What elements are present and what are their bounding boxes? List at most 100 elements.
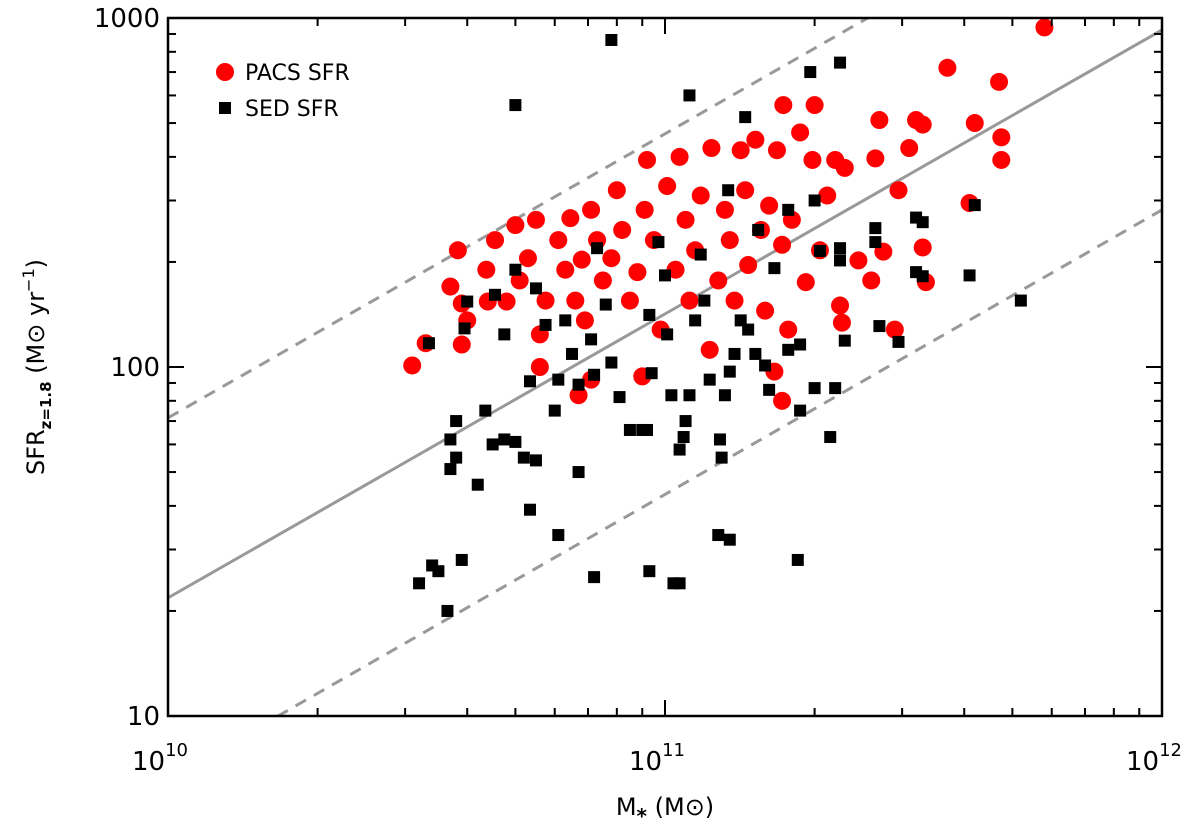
point (1014, 294, 1027, 307)
point (636, 423, 649, 436)
point (518, 249, 537, 268)
point (990, 72, 1009, 91)
point (523, 375, 536, 388)
point (422, 337, 435, 350)
point (572, 378, 585, 391)
point (804, 66, 817, 79)
point (773, 391, 792, 410)
point (677, 431, 690, 444)
point (536, 291, 555, 310)
point (834, 242, 847, 255)
point (916, 270, 929, 283)
point (471, 478, 484, 491)
point (623, 423, 636, 436)
point (452, 335, 471, 354)
point (725, 291, 744, 310)
point (831, 296, 850, 315)
point (756, 301, 775, 320)
point (782, 343, 795, 356)
point (403, 356, 422, 375)
x-tick-label: 1011 (629, 740, 685, 777)
point (455, 553, 468, 566)
point (763, 383, 776, 396)
point (913, 115, 932, 134)
x-tick-base: 10 (132, 747, 165, 777)
reference-lines (168, 18, 1162, 716)
point (572, 466, 585, 479)
point (759, 359, 772, 372)
point (683, 389, 696, 402)
point (588, 368, 601, 381)
legend-label: PACS SFR (245, 61, 350, 86)
point (652, 236, 665, 249)
point (613, 391, 626, 404)
point (679, 415, 692, 428)
x-label-rest: (M⊙) (647, 793, 714, 821)
point (916, 216, 929, 229)
point (509, 263, 522, 276)
point (665, 389, 678, 402)
point (498, 433, 511, 446)
point (559, 314, 572, 327)
point (900, 139, 919, 158)
point (1035, 18, 1054, 37)
point (566, 291, 585, 310)
point (834, 56, 847, 69)
point (749, 347, 762, 360)
point (713, 433, 726, 446)
point (968, 199, 981, 212)
point (605, 33, 618, 46)
legend-marker (216, 63, 234, 81)
point (572, 250, 591, 269)
points (403, 18, 1054, 617)
point (461, 295, 474, 308)
point (824, 431, 837, 444)
point (605, 356, 618, 369)
point (782, 203, 795, 216)
point (549, 231, 568, 250)
point (992, 150, 1011, 169)
point (489, 288, 502, 301)
point (635, 200, 654, 219)
point (965, 114, 984, 133)
point (691, 186, 710, 205)
point (645, 367, 658, 380)
y-tick-label: 100 (110, 353, 160, 383)
point (767, 141, 786, 160)
point (779, 320, 798, 339)
y-tick-label: 10 (127, 702, 160, 732)
x-tick-label: 1010 (132, 740, 188, 777)
point (613, 220, 632, 239)
point (808, 194, 821, 207)
x-tick-exp: 11 (662, 740, 685, 761)
point (444, 463, 457, 476)
point (575, 311, 594, 330)
point (593, 271, 612, 290)
point (591, 242, 604, 255)
point (734, 314, 747, 327)
point (885, 320, 904, 339)
point (818, 186, 837, 205)
point (566, 347, 579, 360)
point (479, 404, 492, 417)
point (509, 99, 522, 112)
point (569, 386, 588, 405)
point (723, 365, 736, 378)
point (892, 335, 905, 348)
point (602, 249, 621, 268)
point (552, 373, 565, 386)
point (620, 291, 639, 310)
point (739, 111, 752, 124)
point (774, 96, 793, 115)
point (526, 210, 545, 229)
point (523, 503, 536, 516)
point (736, 181, 755, 200)
point (873, 320, 886, 333)
x-label-sub: * (637, 804, 648, 828)
x-label-main: M (616, 793, 637, 821)
point (477, 260, 496, 279)
point (794, 404, 807, 417)
point (773, 235, 792, 254)
